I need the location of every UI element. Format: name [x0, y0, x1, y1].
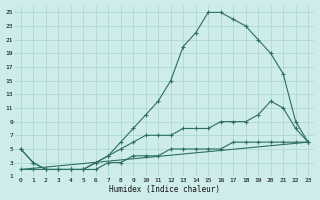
X-axis label: Humidex (Indice chaleur): Humidex (Indice chaleur) — [109, 185, 220, 194]
